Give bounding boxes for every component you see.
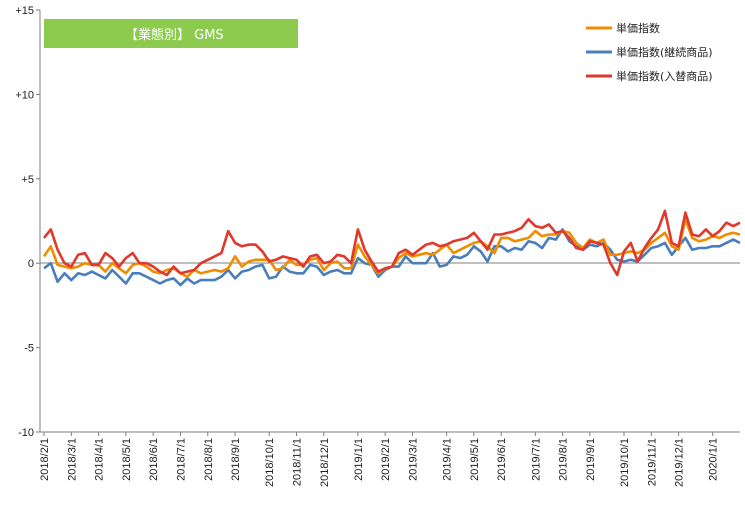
x-tick-label: 2018/10/1 (264, 438, 276, 487)
x-tick-label: 2019/9/1 (585, 438, 597, 481)
x-tick-label: 2019/4/1 (442, 438, 454, 481)
x-tick-label: 2019/1/1 (353, 438, 365, 481)
y-tick-label: -5 (24, 343, 34, 355)
y-tick-label: +15 (15, 5, 34, 17)
x-tick-label: 2019/8/1 (558, 438, 570, 481)
x-tick-label: 2019/6/1 (496, 438, 508, 481)
x-tick-label: 2018/8/1 (203, 438, 215, 481)
x-tick-label: 2018/2/1 (39, 438, 51, 481)
y-tick-label: +5 (21, 174, 34, 186)
y-tick-label: 0 (28, 258, 34, 270)
x-tick-label: 2018/3/1 (66, 438, 78, 481)
y-tick-label: -10 (18, 427, 34, 439)
x-tick-group: 2018/2/1 2018/3/1 2018/4/1 2018/5/1 2018/6/1… (39, 432, 720, 487)
legend-label-1: 単価指数(継続商品) (616, 45, 713, 59)
x-tick-label: 2018/9/1 (230, 438, 242, 481)
series-line-2 (42, 209, 741, 277)
legend-label-0: 単価指数 (616, 21, 660, 35)
chart-title-box: 【業態別】 GMS (44, 19, 298, 48)
chart-title: 【業態別】 GMS (125, 27, 224, 43)
x-tick-label: 2018/4/1 (94, 438, 106, 481)
title-background (44, 19, 298, 48)
x-tick-label: 2019/12/1 (674, 438, 686, 487)
series-lines (42, 209, 741, 287)
x-tick-label: 2019/7/1 (530, 438, 542, 481)
x-tick-label: 2019/3/1 (407, 438, 419, 481)
y-tick-label: +10 (15, 89, 34, 101)
x-tick-label: 2018/6/1 (148, 438, 160, 481)
x-tick-label: 2018/11/1 (291, 438, 303, 486)
legend-label-2: 単価指数(入替商品) (616, 69, 713, 83)
x-tick-label: 2018/7/1 (175, 438, 187, 481)
x-tick-label: 2019/2/1 (380, 438, 392, 481)
x-tick-label: 2019/11/1 (646, 438, 658, 486)
x-tick-label: 2018/12/1 (319, 438, 331, 487)
x-tick-label: 2020/1/1 (708, 438, 720, 481)
x-tick-label: 2018/5/1 (121, 438, 133, 481)
y-tick-group: +15 +10 +5 0 -5 -10 (15, 5, 40, 439)
x-tick-label: 2019/5/1 (469, 438, 481, 481)
series-line-0 (42, 218, 741, 279)
x-tick-label: 2019/10/1 (619, 438, 631, 487)
